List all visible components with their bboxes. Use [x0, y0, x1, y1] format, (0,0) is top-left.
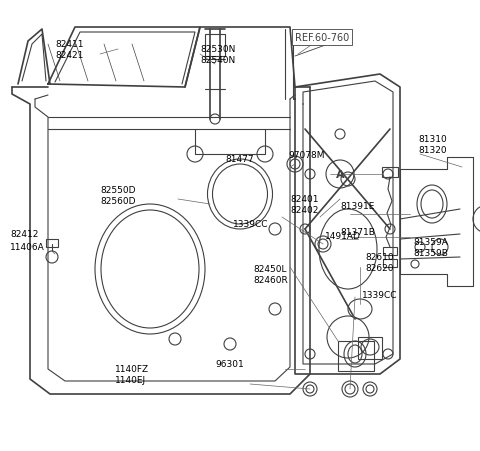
Text: 11406A: 11406A — [10, 243, 45, 252]
Bar — [383, 248, 397, 255]
Text: 96301: 96301 — [215, 360, 244, 368]
Text: 82411
82421: 82411 82421 — [55, 40, 84, 60]
Text: 81391E: 81391E — [340, 202, 374, 211]
Bar — [358, 337, 382, 359]
Bar — [338, 341, 374, 371]
Text: 1339CC: 1339CC — [233, 220, 268, 229]
Bar — [382, 168, 398, 178]
Text: 82530N
82540N: 82530N 82540N — [200, 45, 235, 65]
Text: 81477: 81477 — [225, 155, 253, 164]
Text: 81359A
81359B: 81359A 81359B — [413, 237, 448, 258]
Text: A: A — [336, 170, 344, 179]
Text: 1339CC: 1339CC — [362, 290, 397, 299]
Circle shape — [341, 173, 355, 187]
Text: 81371B: 81371B — [340, 228, 375, 237]
Text: 82550D
82560D: 82550D 82560D — [100, 185, 135, 206]
Bar — [205, 35, 225, 57]
Text: 97078M: 97078M — [288, 150, 324, 159]
Bar — [46, 239, 58, 248]
Text: 82401
82402: 82401 82402 — [290, 194, 319, 215]
Bar — [383, 259, 397, 267]
Text: 1140FZ
1140EJ: 1140FZ 1140EJ — [115, 364, 149, 384]
Text: 82412: 82412 — [10, 230, 38, 239]
Text: 1491AD: 1491AD — [325, 232, 361, 241]
Text: REF.60-760: REF.60-760 — [295, 33, 349, 43]
Text: 81310
81320: 81310 81320 — [418, 135, 447, 155]
Text: 82610
82620: 82610 82620 — [365, 253, 394, 272]
Text: 82450L
82460R: 82450L 82460R — [253, 264, 288, 285]
